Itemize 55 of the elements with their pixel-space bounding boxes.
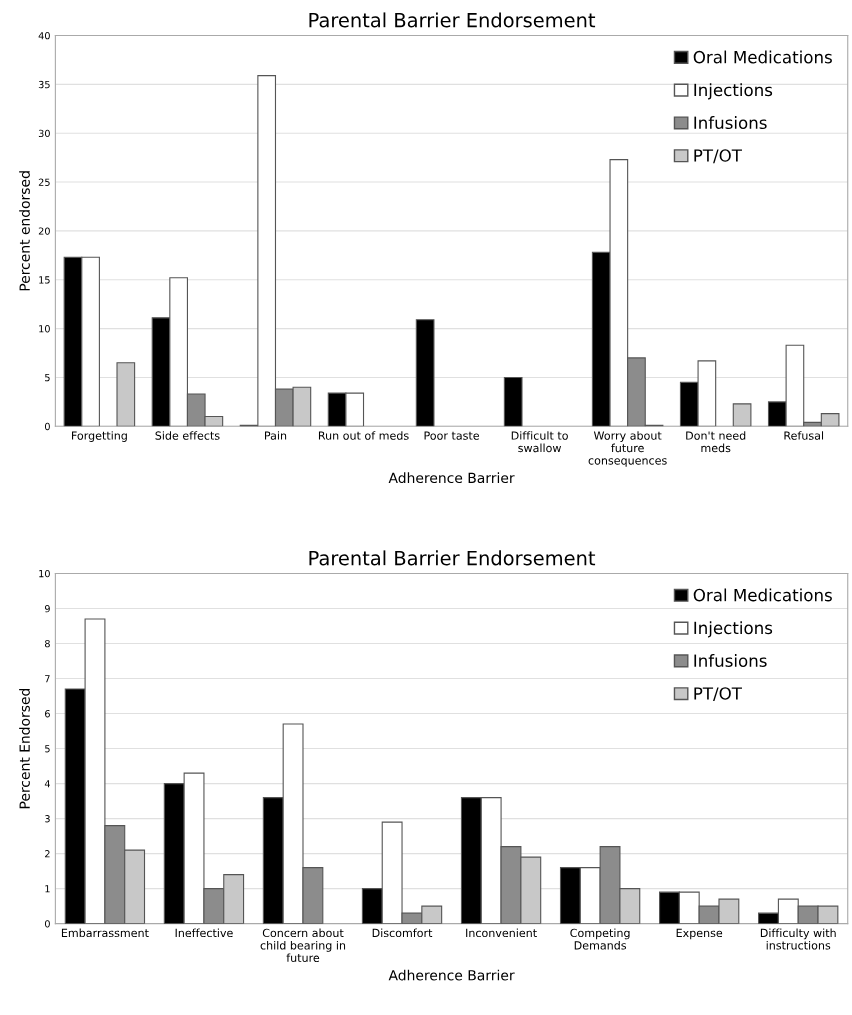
y-tick-label: 8 [44,639,50,648]
x-tick-label: Poor taste [424,431,480,440]
y-tick-label: 25 [38,178,50,186]
y-axis-title: Percent Endorsed [19,688,30,809]
y-tick-label: 0 [44,422,50,431]
y-tick-label: 15 [39,276,50,284]
bar [116,362,136,427]
y-tick-label: 20 [38,227,50,235]
x-axis-title: Adherence Barrier [388,472,515,484]
y-tick-label: 10 [39,569,50,578]
legend-label: Injections [694,83,773,100]
y-tick-label: 5 [45,374,50,382]
y-tick-label: 30 [38,129,50,138]
chart-title: Parental Barrier Endorsement [309,12,596,28]
y-tick-label: 2 [45,850,50,858]
bar [503,376,523,427]
legend-label: Oral Medications [693,50,832,64]
x-tick-label: Ineffective [175,928,233,938]
y-tick-label: 7 [45,675,50,683]
x-tick-label: Concern about child bearing in future [260,928,346,962]
bar [415,319,435,427]
chart-title: Parental Barrier Endorsement [309,550,596,566]
x-tick-label: Side effects [155,431,220,440]
x-tick-label: Difficulty with instructions [760,928,836,950]
x-tick-label: Difficult to swallow [511,431,568,453]
y-tick-label: 10 [39,325,50,333]
y-tick-label: 3 [45,815,50,823]
y-tick-label: 0 [44,920,50,928]
y-tick-label: 9 [44,604,50,613]
y-tick-label: 6 [45,710,50,718]
x-tick-label: Inconvenient [466,928,537,938]
y-tick-label: 1 [45,885,50,893]
legend-label: PT/OT [694,149,742,164]
x-tick-label: Forgetting [72,431,127,442]
y-tick-label: 5 [45,745,50,753]
legend-label: PT/OT [694,687,742,702]
y-tick-label: 35 [38,80,50,89]
y-axis-title: Percent endorsed [19,171,30,291]
legend-label: Infusions [694,116,767,130]
legend-label: Injections [694,621,773,638]
x-tick-label: Don't need meds [686,431,746,453]
x-tick-label: Expense [676,928,723,940]
x-tick-label: Run out of meds [318,431,409,440]
x-tick-label: Refusal [784,431,824,440]
x-tick-label: Competing Demands [570,928,630,950]
x-tick-label: Discomfort [372,928,433,938]
legend-label: Oral Medications [693,588,832,602]
x-tick-label: Embarrassment [61,928,149,938]
y-tick-label: 40 [38,32,50,40]
legend-label: Infusions [694,654,767,667]
x-tick-label: Worry about future consequences [588,431,667,467]
y-tick-label: 4 [44,780,50,788]
x-axis-title: Adherence Barrier [388,969,515,981]
bar [732,403,752,427]
x-tick-label: Pain [265,431,287,440]
